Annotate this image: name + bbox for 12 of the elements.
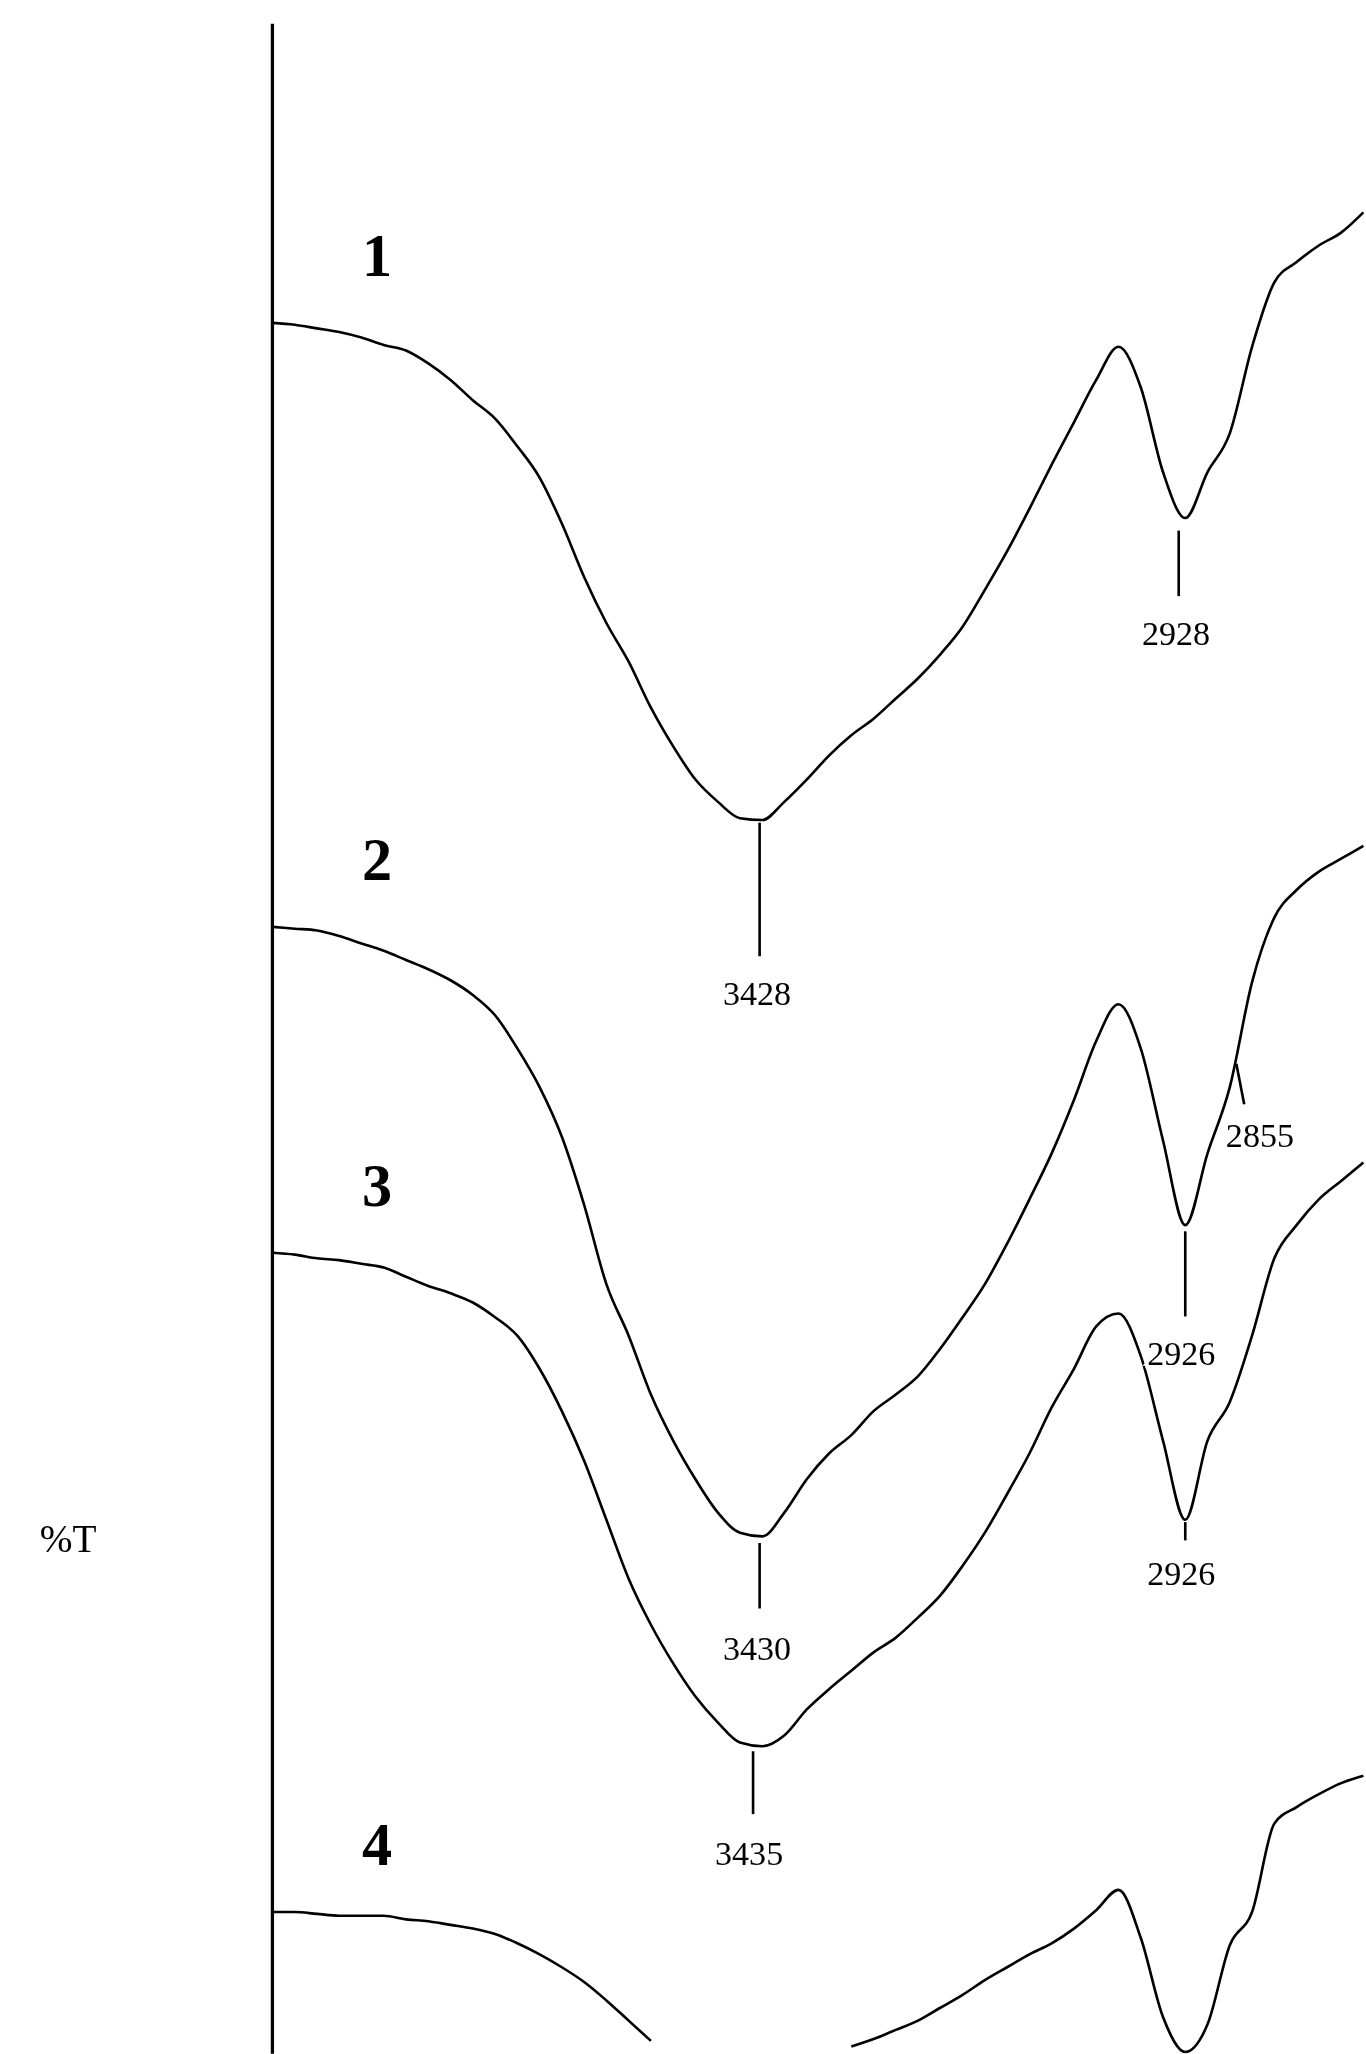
annotation: 3435	[715, 1835, 784, 1873]
series-label: 3	[362, 1151, 393, 1219]
y-axis-title: %T	[39, 1517, 97, 1561]
annotation: 2926	[1147, 1554, 1216, 1592]
series-label: 1	[362, 221, 393, 289]
series-label: 4	[362, 1810, 393, 1878]
series-label: 2	[362, 825, 393, 893]
annotation: 2926	[1147, 1334, 1216, 1372]
annotation: 3428	[722, 974, 792, 1012]
annotation: 2928	[1142, 614, 1211, 652]
annotation: 2855	[1225, 1117, 1294, 1155]
annotation: 3430	[722, 1629, 792, 1667]
